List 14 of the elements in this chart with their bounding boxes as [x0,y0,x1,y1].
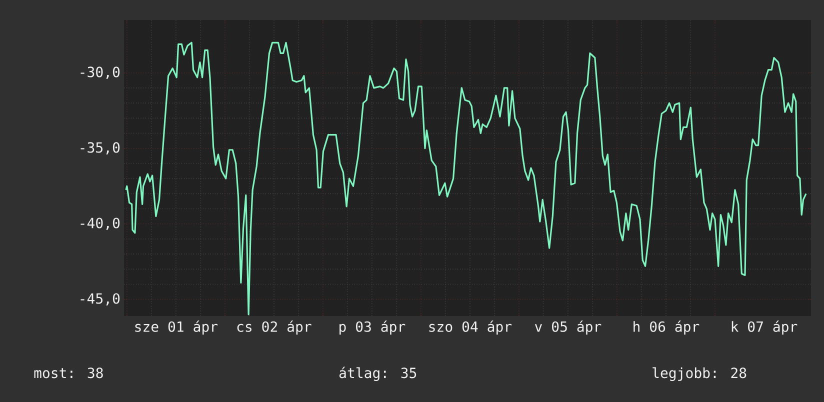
x-tick-label: cs 02 ápr [237,320,312,335]
x-tick-label: h 06 ápr [634,320,700,335]
x-tick-label: k 07 ápr [732,320,798,335]
y-tick-label: -30,0 [80,66,120,80]
y-tick-label: -45,0 [80,293,120,306]
x-tick-label: v 05 ápr [534,320,602,335]
text: átlag: 35 [339,366,416,382]
x-tick-label: sze 01 ápr [135,320,218,335]
y-tick-label: -40,0 [80,218,120,230]
x-tick-label: p 03 ápr [340,320,406,335]
x-tick-label: szo 04 ápr [429,320,512,335]
text: legjobb: 28 [652,367,746,382]
text: most: 38 [34,368,103,378]
y-tick-label: -35,0 [80,142,120,155]
